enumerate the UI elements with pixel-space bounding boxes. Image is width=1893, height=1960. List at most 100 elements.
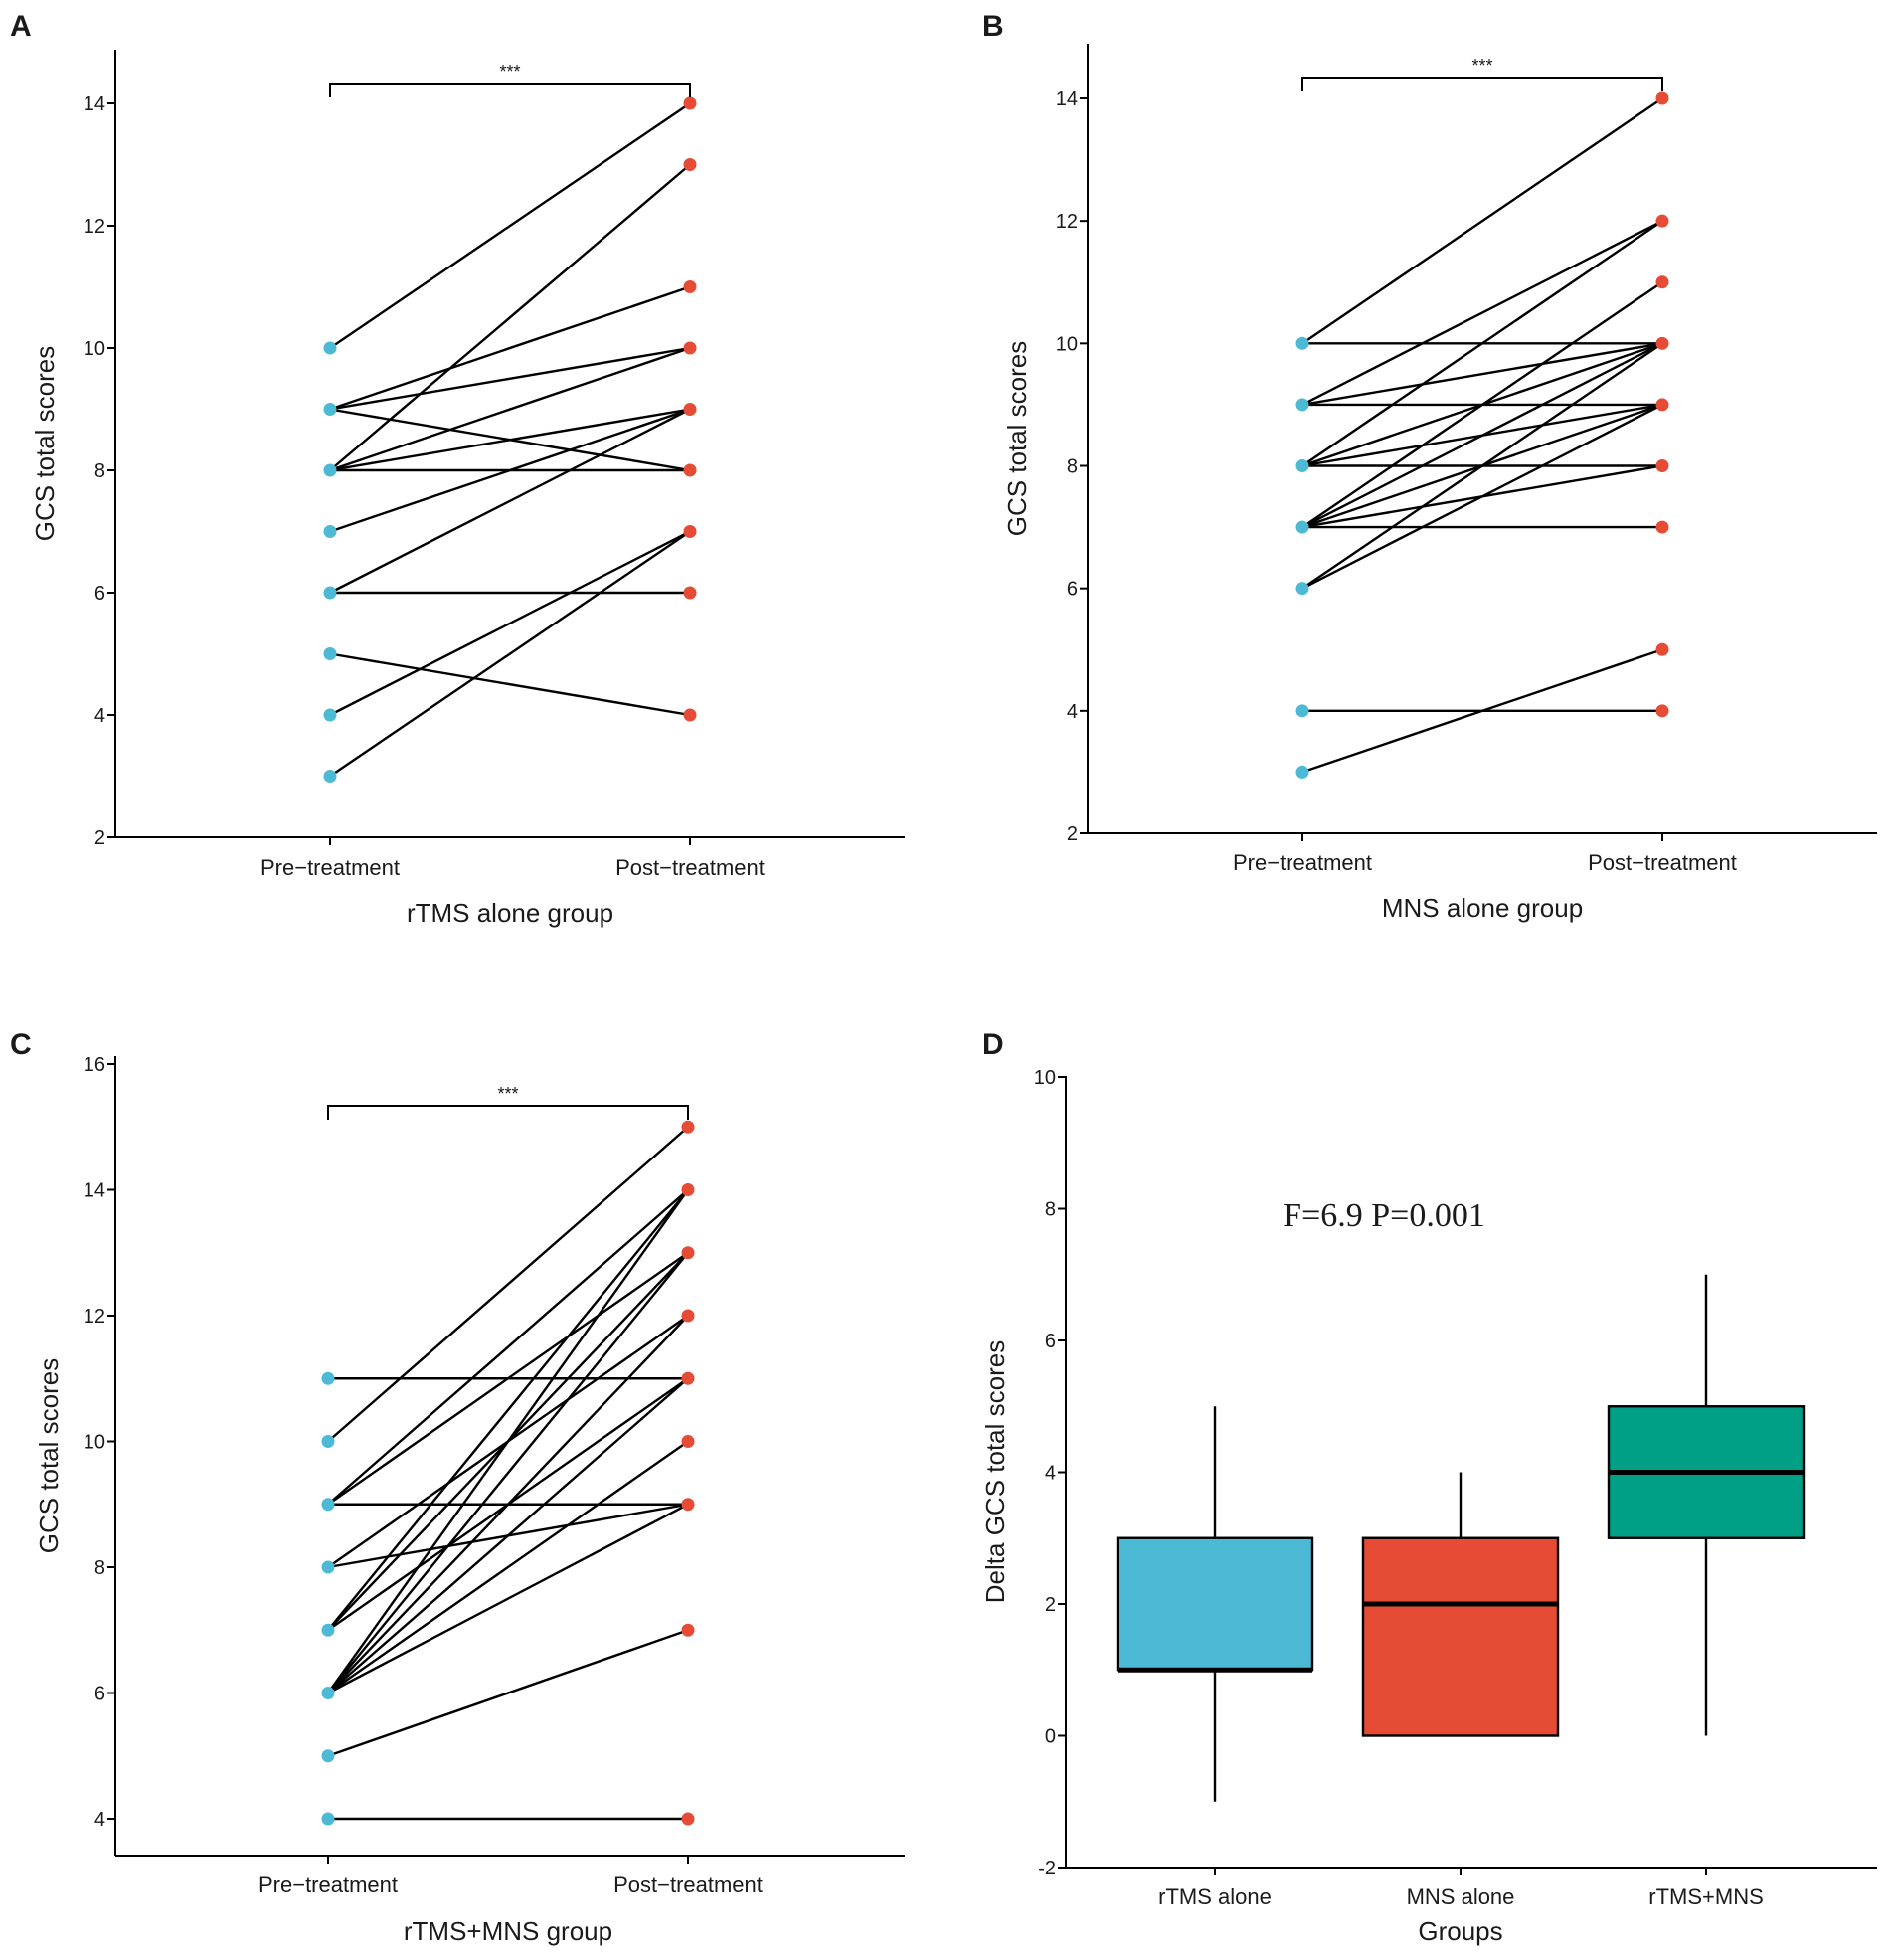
pair-line: [327, 1377, 689, 1694]
panel-d-category-rtms: rTMS alone: [1158, 1884, 1272, 1909]
pre-treatment-point: [323, 586, 337, 600]
pair-line: [329, 530, 691, 778]
y-tick-label: -2: [1038, 1858, 1056, 1879]
pre-treatment-point: [323, 770, 337, 783]
pre-treatment-point: [323, 708, 337, 722]
post-treatment-point: [1655, 275, 1669, 289]
pre-treatment-point: [323, 463, 337, 477]
pair-line: [327, 1440, 689, 1694]
panel-d-x-ticks: rTMS alone MNS alone rTMS+MNS: [1158, 1868, 1764, 1909]
panel-a-y-ticks: 2 4 6 8 10 12 14: [84, 93, 115, 849]
pair-line: [327, 1251, 689, 1694]
pre-treatment-point: [323, 647, 337, 660]
y-tick-label: 8: [1067, 456, 1078, 478]
pair-line: [1301, 403, 1663, 590]
post-treatment-point: [681, 1120, 695, 1134]
y-tick-label: 12: [1056, 211, 1078, 233]
y-tick-label: 6: [94, 1684, 105, 1705]
pre-treatment-point: [323, 525, 337, 538]
pre-treatment-point: [1295, 704, 1309, 718]
pair-line: [1301, 220, 1663, 406]
pair-line: [327, 1188, 689, 1632]
pre-treatment-point: [321, 1687, 335, 1699]
panel-d-y-axis-title: Delta GCS total scores: [980, 1340, 1010, 1603]
pair-line: [327, 1188, 689, 1506]
panel-b-x-axis-title: MNS alone group: [1382, 893, 1583, 923]
post-treatment-point: [683, 525, 697, 538]
post-treatment-point: [683, 280, 697, 293]
pair-line: [327, 1188, 689, 1694]
panel-a-significance: ***: [499, 62, 520, 82]
post-treatment-point: [1655, 398, 1669, 412]
pre-treatment-point: [323, 341, 337, 355]
panel-c-x-ticks: Pre−treatment Post−treatment: [258, 1856, 763, 1897]
panel-d-boxes: [1116, 1274, 1806, 1802]
post-treatment-point: [683, 708, 697, 722]
y-tick-label: 6: [1045, 1331, 1056, 1352]
pair-line: [1301, 648, 1663, 774]
post-treatment-point: [683, 341, 697, 355]
pair-line: [327, 1251, 689, 1506]
post-treatment-point: [1655, 520, 1669, 534]
post-treatment-point: [1655, 704, 1669, 718]
pre-treatment-point: [321, 1371, 335, 1385]
y-tick-label: 4: [94, 1809, 105, 1831]
panel-d-letter: D: [982, 1028, 1004, 1061]
panel-b-significance: ***: [1471, 56, 1492, 76]
y-tick-label: 8: [94, 460, 105, 482]
panel-b-category-post: Post−treatment: [1588, 850, 1737, 875]
panel-a-x-ticks: Pre−treatment Post−treatment: [260, 837, 765, 880]
y-tick-label: 4: [1067, 701, 1078, 723]
pair-line: [329, 163, 691, 471]
y-tick-label: 2: [1067, 823, 1078, 845]
pair-line: [1301, 97, 1663, 345]
panel-d-y-ticks: -2 0 2 4 6 8 10: [1034, 1067, 1066, 1879]
y-tick-label: 14: [84, 93, 105, 115]
panel-d-category-combo: rTMS+MNS: [1648, 1884, 1764, 1909]
y-tick-label: 2: [94, 827, 105, 849]
panel-c-category-pre: Pre−treatment: [258, 1872, 398, 1897]
pair-line: [329, 408, 691, 472]
panel-b-y-ticks: 2 4 6 8 10 12 14: [1056, 89, 1088, 845]
panel-c-pair-lines: [327, 1126, 689, 1821]
panel-d-category-mns: MNS alone: [1407, 1884, 1515, 1909]
post-treatment-point: [681, 1246, 695, 1260]
panel-a: A 2 4 6 8 10 12 14 Pre−treatment Post−treatmen…: [10, 10, 905, 928]
panel-c-significance: ***: [497, 1084, 518, 1104]
pre-treatment-point: [321, 1623, 335, 1637]
panel-a-y-axis-title: GCS total scores: [30, 346, 60, 542]
pre-treatment-point: [1295, 520, 1309, 534]
pair-line: [327, 1126, 689, 1443]
pre-treatment-point: [321, 1435, 335, 1448]
panel-a-points: [323, 96, 697, 783]
pair-line: [329, 346, 691, 472]
pre-treatment-point: [321, 1498, 335, 1512]
pre-treatment-point: [323, 403, 337, 416]
pre-treatment-point: [321, 1749, 335, 1763]
pre-treatment-point: [1295, 398, 1309, 412]
pair-line: [1301, 342, 1663, 407]
pre-treatment-point: [321, 1560, 335, 1574]
panel-a-x-axis-title: rTMS alone group: [407, 898, 613, 928]
box-iqr: [1361, 1536, 1560, 1737]
panel-d-x-axis-title: Groups: [1418, 1916, 1502, 1946]
box-iqr: [1116, 1536, 1314, 1672]
y-tick-label: 14: [84, 1180, 105, 1202]
pair-line: [327, 1315, 689, 1694]
pair-line: [329, 408, 691, 533]
post-treatment-point: [1655, 336, 1669, 350]
y-tick-label: 6: [1067, 579, 1078, 601]
y-tick-label: 14: [1056, 89, 1078, 110]
panel-a-letter: A: [10, 10, 32, 43]
pair-line: [327, 1629, 689, 1757]
post-treatment-point: [1655, 214, 1669, 228]
y-tick-label: 16: [84, 1054, 105, 1076]
pair-line: [329, 530, 691, 717]
panel-b-x-ticks: Pre−treatment Post−treatment: [1233, 833, 1737, 875]
y-tick-label: 12: [84, 216, 105, 238]
post-treatment-point: [683, 463, 697, 477]
panel-a-category-pre: Pre−treatment: [260, 855, 400, 880]
y-tick-label: 10: [1056, 333, 1078, 355]
pair-line: [329, 408, 691, 595]
